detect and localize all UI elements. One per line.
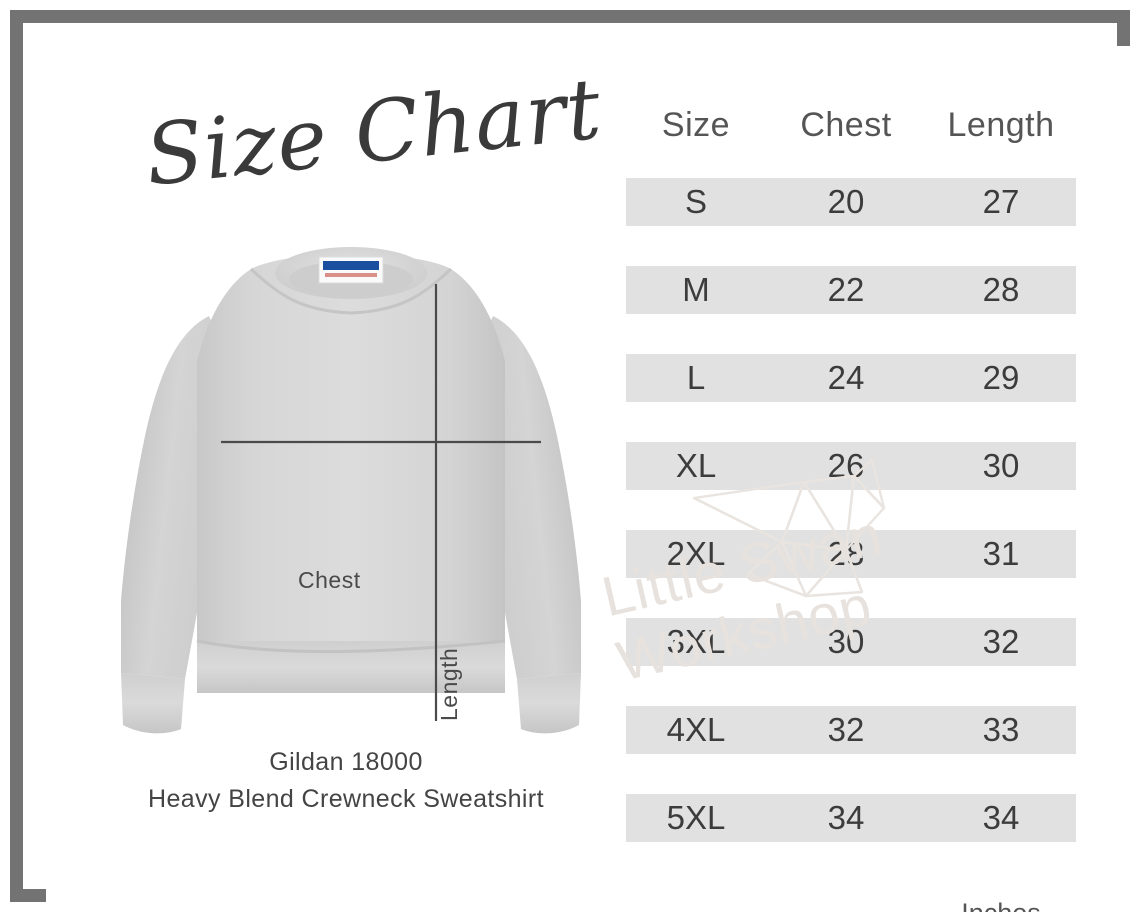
units-label: Inches: [936, 898, 1066, 912]
cell-size: XL: [675, 447, 717, 484]
cell-chest: 34: [827, 799, 865, 836]
cell-size: 4XL: [666, 711, 726, 748]
table-body: S 20 27 M 22 28 L 24 29 XL: [626, 178, 1076, 842]
table-row: 4XL 32 33: [626, 706, 1076, 754]
cell-size: L: [686, 359, 706, 396]
cell-chest: 22: [827, 271, 865, 308]
column-header-length: Length: [947, 106, 1055, 144]
shoulder-seam: [249, 267, 453, 315]
brand-tag: [318, 256, 384, 284]
product-caption: Gildan 18000 Heavy Blend Crewneck Sweats…: [86, 744, 606, 818]
table-row: M 22 28: [626, 266, 1076, 314]
table-row: 2XL 28 31: [626, 530, 1076, 578]
cell-size: 3XL: [666, 623, 726, 660]
page-title: Size Chart: [140, 59, 607, 205]
product-name: Gildan 18000: [269, 748, 423, 776]
column-header-chest: Chest: [800, 106, 892, 144]
table-row: 5XL 34 34: [626, 794, 1076, 842]
chart-canvas: Size Chart: [46, 46, 1140, 912]
cell-length: 27: [982, 183, 1020, 220]
column-header-size: Size: [661, 106, 731, 144]
cell-chest: 28: [827, 535, 865, 572]
cell-size: 2XL: [666, 535, 726, 572]
body-panel: [197, 254, 505, 641]
cell-size: S: [684, 183, 707, 220]
cell-size: 5XL: [666, 799, 726, 836]
cell-chest: 32: [827, 711, 865, 748]
table-row: L 24 29: [626, 354, 1076, 402]
cell-chest: 26: [827, 447, 865, 484]
cell-chest: 24: [827, 359, 865, 396]
waistband: [197, 641, 505, 693]
table-header-row: Size Chest Length: [626, 106, 1076, 168]
cell-size: M: [682, 271, 710, 308]
size-table: Size Chest Length S 20 27 M 22 28: [626, 106, 1076, 912]
cell-length: 31: [982, 535, 1020, 572]
table-row: 3XL 30 32: [626, 618, 1076, 666]
left-cuff: [121, 673, 185, 734]
cell-length: 32: [982, 623, 1020, 660]
product-description: Heavy Blend Crewneck Sweatshirt: [148, 785, 544, 813]
cell-chest: 30: [827, 623, 865, 660]
right-cuff: [517, 673, 581, 734]
garment-illustration: Chest Length: [101, 221, 601, 751]
cell-length: 28: [982, 271, 1020, 308]
cell-length: 34: [982, 799, 1020, 836]
table-row: S 20 27: [626, 178, 1076, 226]
outer-frame: Size Chart: [10, 10, 1140, 912]
cell-length: 33: [982, 711, 1020, 748]
chest-measure-label: Chest: [298, 567, 361, 593]
sweatshirt-svg: [121, 247, 581, 734]
length-measure-label: Length: [436, 647, 462, 721]
hem-fold: [196, 639, 506, 654]
table-row: XL 26 30: [626, 442, 1076, 490]
cell-chest: 20: [827, 183, 865, 220]
cell-length: 30: [982, 447, 1020, 484]
cell-length: 29: [982, 359, 1020, 396]
